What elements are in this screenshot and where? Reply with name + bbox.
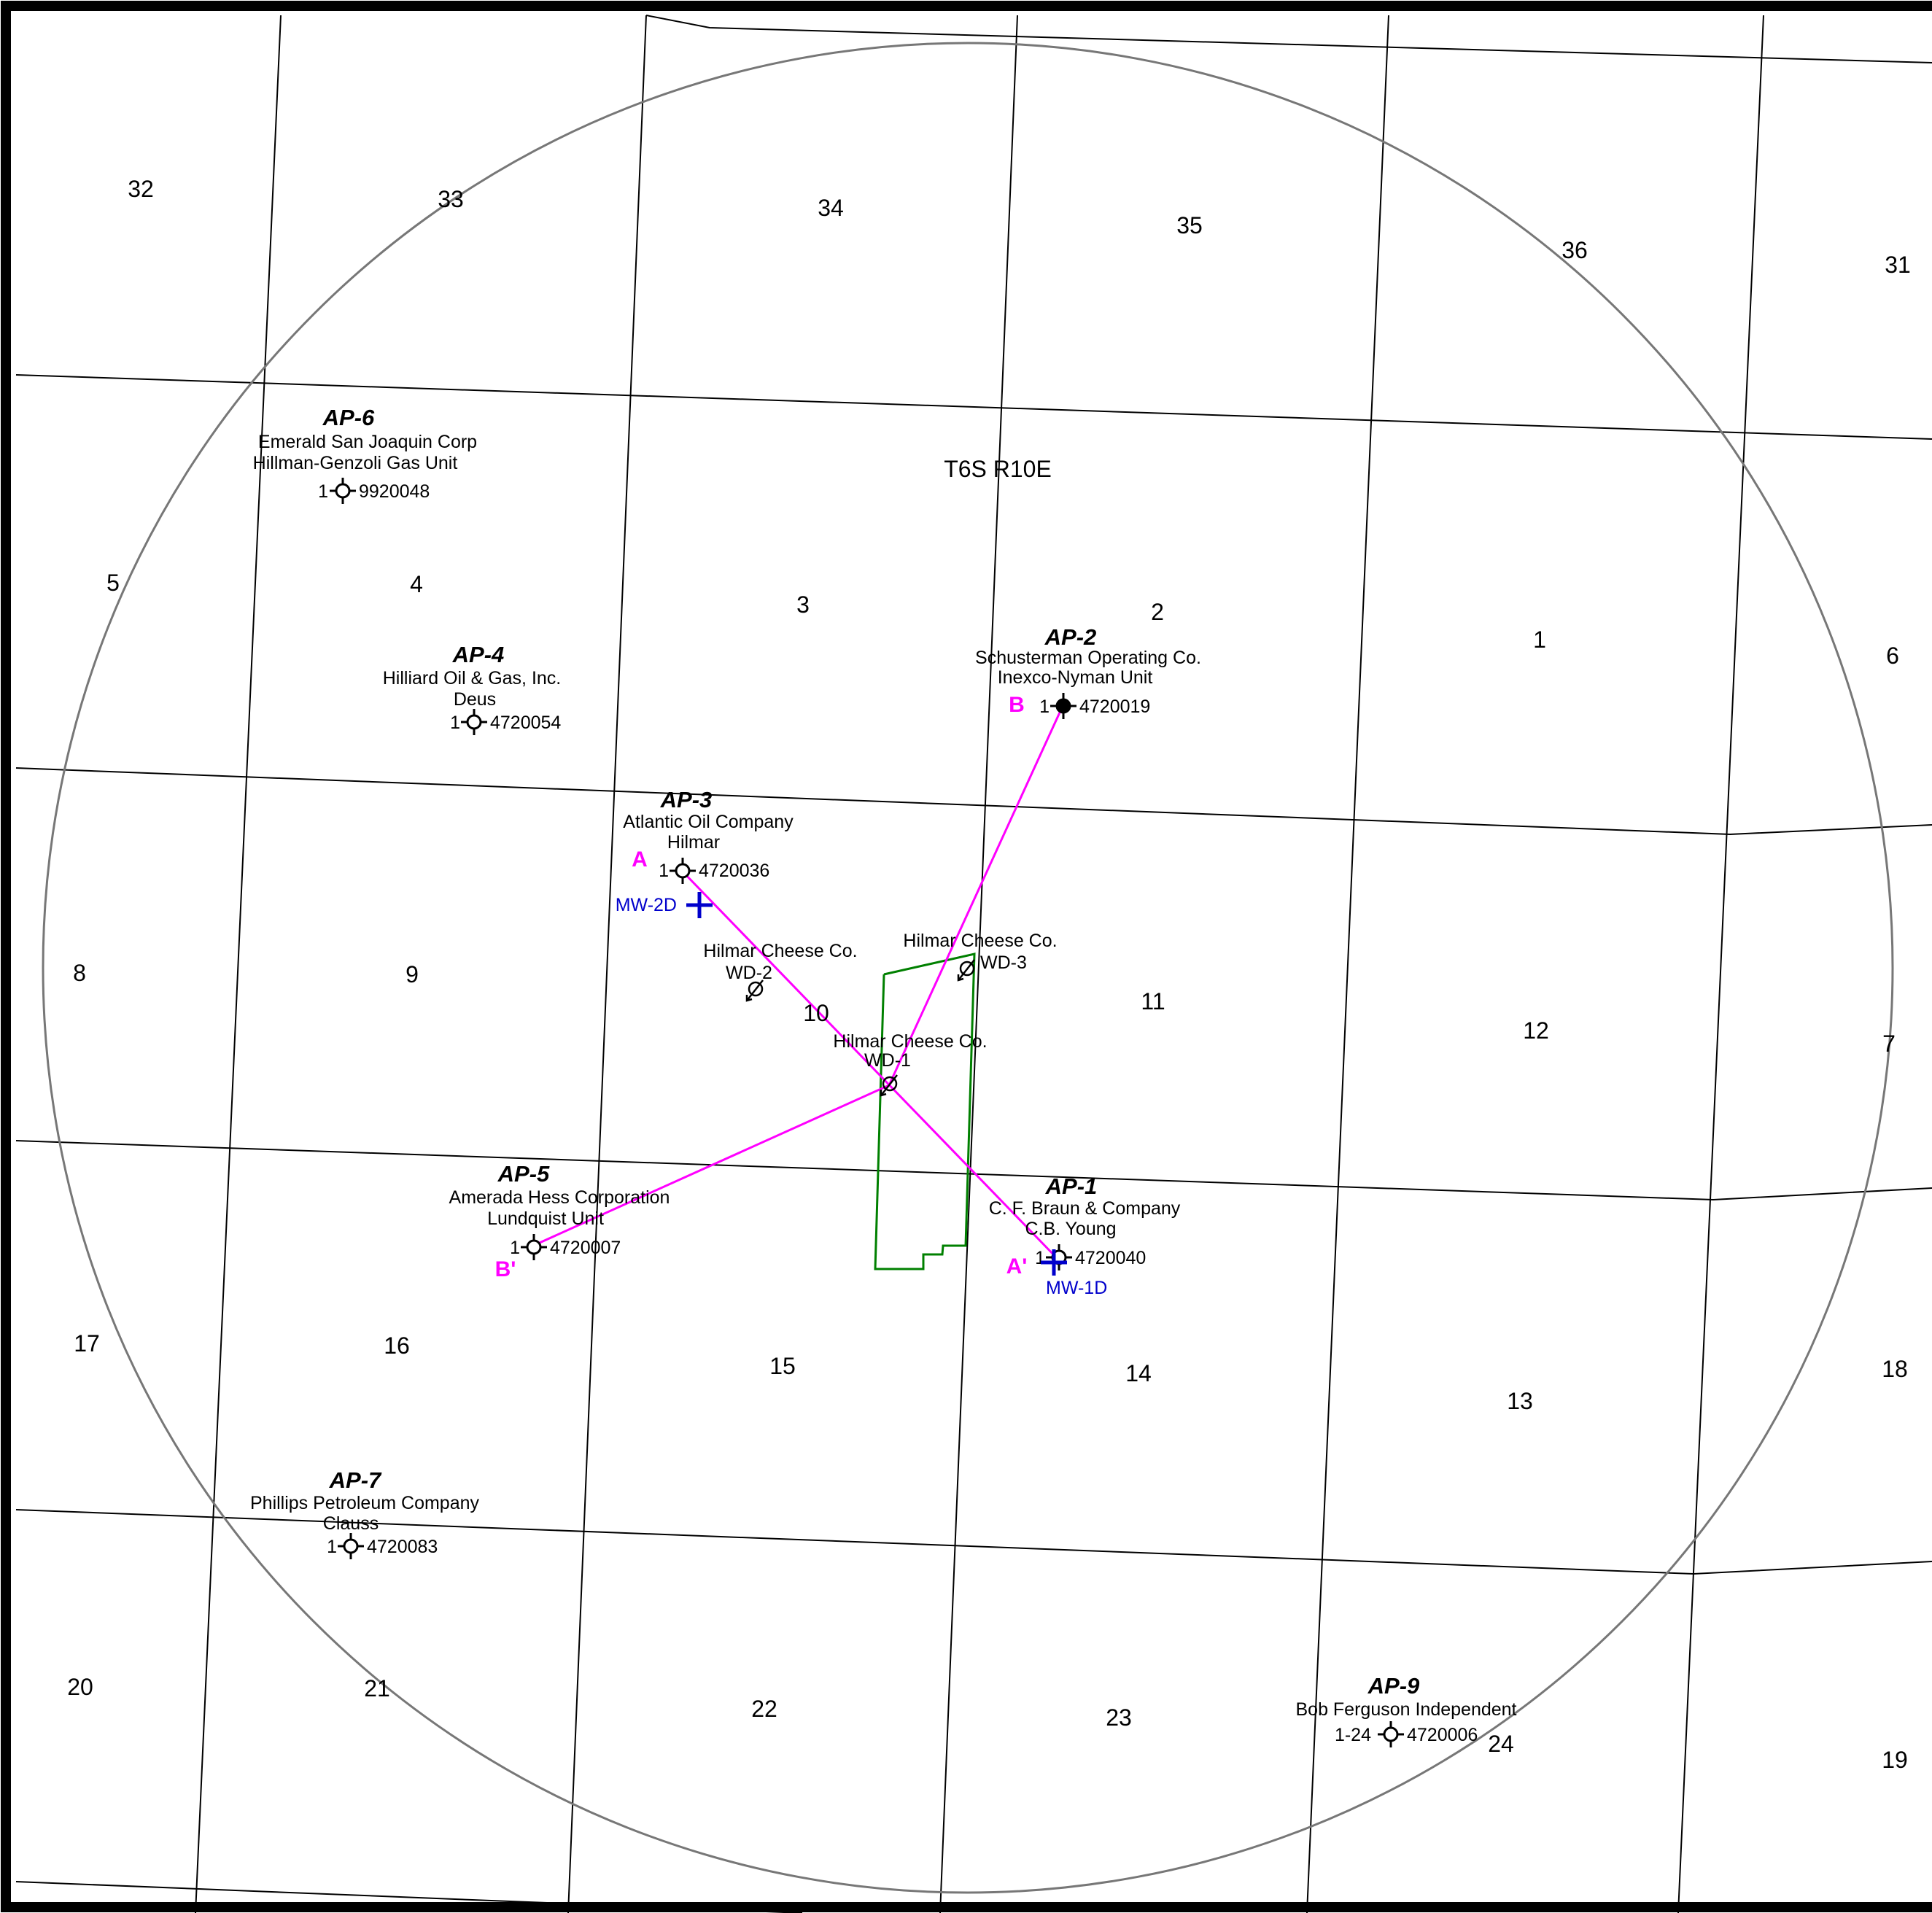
well-id: AP-4 — [452, 642, 505, 667]
section-number: 20 — [67, 1674, 93, 1700]
cross-section-label: B' — [495, 1257, 516, 1281]
disposal-well-name: WD-1 — [864, 1050, 911, 1071]
well-lease: Hilmar — [667, 832, 720, 853]
well-operator: Hilliard Oil & Gas, Inc. — [383, 668, 562, 688]
well-api: 9920048 — [359, 481, 430, 502]
section-number: 31 — [1885, 252, 1911, 278]
well-operator: Phillips Petroleum Company — [250, 1493, 480, 1513]
well-id: AP-9 — [1367, 1673, 1420, 1699]
section-number: 7 — [1882, 1031, 1896, 1057]
section-number: 9 — [406, 961, 419, 987]
section-number: 35 — [1176, 212, 1203, 238]
well-api: 4720054 — [490, 713, 561, 733]
section-number: 33 — [438, 186, 464, 212]
well-number: 1 — [327, 1537, 337, 1557]
well-number: 1-24 — [1335, 1725, 1371, 1745]
well-number: 1 — [450, 713, 460, 733]
section-number: 17 — [74, 1330, 100, 1357]
well-lease: C.B. Young — [1025, 1219, 1116, 1239]
well-id: AP-6 — [322, 405, 375, 430]
disposal-well-operator: Hilmar Cheese Co. — [703, 941, 857, 961]
well-id: AP-1 — [1045, 1173, 1098, 1199]
section-number: 6 — [1886, 643, 1899, 669]
well-lease: Clauss — [323, 1513, 379, 1534]
disposal-well-operator: Hilmar Cheese Co. — [833, 1031, 987, 1052]
section-number: 8 — [73, 960, 86, 986]
section-number: 36 — [1561, 237, 1588, 263]
well-operator: Atlantic Oil Company — [623, 812, 794, 832]
well-id: AP-5 — [497, 1161, 550, 1187]
well-operator: Bob Ferguson Independent — [1295, 1699, 1516, 1720]
section-number: 13 — [1507, 1388, 1533, 1414]
township-label: T6S R10E — [944, 456, 1052, 482]
monitoring-well-mw-2d[interactable]: MW-2D — [616, 892, 713, 918]
well-api: 4720040 — [1075, 1248, 1146, 1268]
well-operator: C. F. Braun & Company — [989, 1198, 1181, 1219]
cross-section-label: B — [1009, 693, 1025, 717]
section-number: 10 — [803, 1000, 829, 1026]
section-number: 4 — [410, 571, 423, 597]
well-operator: Emerald San Joaquin Corp — [258, 432, 477, 452]
section-number: 3 — [796, 591, 810, 618]
section-number: 16 — [384, 1332, 410, 1359]
section-number: 32 — [128, 176, 154, 202]
section-number: 34 — [818, 195, 844, 221]
section-number: 15 — [769, 1353, 796, 1379]
well-id: AP-3 — [660, 787, 713, 812]
disposal-well-name: WD-3 — [980, 952, 1027, 973]
section-number: 5 — [106, 570, 120, 596]
well-api: 4720006 — [1407, 1725, 1478, 1745]
well-lease: Hillman-Genzoli Gas Unit — [253, 453, 458, 473]
cross-section-label: A — [632, 847, 648, 872]
section-number: 24 — [1488, 1731, 1514, 1757]
section-number: 11 — [1141, 988, 1165, 1014]
well-number: 1 — [1039, 696, 1050, 717]
well-operator: Amerada Hess Corporation — [449, 1187, 670, 1208]
well-api: 4720019 — [1079, 696, 1150, 717]
section-number: 1 — [1533, 626, 1546, 653]
well-number: 1 — [1035, 1248, 1045, 1268]
section-number: 18 — [1882, 1356, 1908, 1382]
well-id: AP-7 — [329, 1467, 382, 1493]
section-number: 23 — [1106, 1704, 1132, 1731]
well-api: 4720083 — [367, 1537, 438, 1557]
well-api: 4720007 — [550, 1238, 621, 1258]
section-number: 21 — [364, 1675, 390, 1701]
well-id: AP-2 — [1044, 624, 1097, 650]
cross-section-label: A' — [1006, 1254, 1028, 1278]
disposal-well-operator: Hilmar Cheese Co. — [903, 931, 1057, 951]
well-number: 1 — [510, 1238, 520, 1258]
well-lease: Inexco-Nyman Unit — [998, 667, 1153, 688]
section-number: 19 — [1882, 1747, 1908, 1773]
well-number: 1 — [318, 481, 328, 502]
section-number: 14 — [1125, 1360, 1152, 1386]
well-api: 4720036 — [699, 861, 769, 881]
monitoring-well-label: MW-1D — [1046, 1278, 1107, 1298]
well-lease: Lundquist Unit — [487, 1208, 604, 1229]
monitoring-well-label: MW-2D — [616, 895, 677, 915]
well-number: 1 — [659, 861, 669, 881]
section-number: 22 — [751, 1696, 777, 1722]
section-number: 12 — [1523, 1017, 1549, 1044]
well-lease: Deus — [454, 689, 496, 710]
well-operator: Schusterman Operating Co. — [975, 648, 1201, 668]
disposal-well-name: WD-2 — [726, 963, 772, 983]
section-number: 2 — [1151, 599, 1164, 625]
